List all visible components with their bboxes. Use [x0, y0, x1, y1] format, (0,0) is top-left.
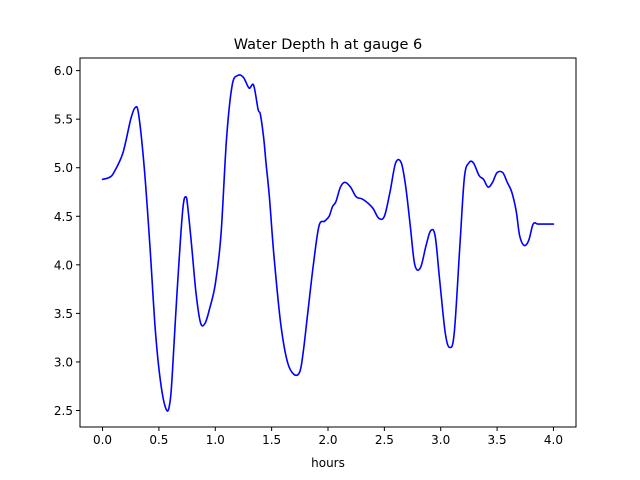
y-tick-label: 5.5	[54, 113, 73, 127]
x-tick-label: 1.5	[262, 433, 281, 447]
x-tick-label: 4.0	[544, 433, 563, 447]
y-tick-label: 3.0	[54, 355, 73, 369]
x-tick-label: 2.0	[318, 433, 337, 447]
y-tick-label: 2.5	[54, 404, 73, 418]
y-axis: 2.5 3.0 3.5 4.0 4.5 5.0 5.5 6.0	[54, 64, 80, 418]
x-tick-label: 1.0	[206, 433, 225, 447]
y-tick-label: 3.5	[54, 307, 73, 321]
plot-area	[101, 74, 555, 412]
y-tick-label: 4.5	[54, 210, 73, 224]
series-line	[101, 74, 555, 412]
x-tick-label: 0.5	[149, 433, 168, 447]
x-tick-label: 0.0	[93, 433, 112, 447]
x-tick-label: 3.5	[488, 433, 507, 447]
y-tick-label: 6.0	[54, 64, 73, 78]
chart-title: Water Depth h at gauge 6	[234, 37, 422, 53]
y-tick-label: 4.0	[54, 258, 73, 272]
x-tick-label: 2.5	[375, 433, 394, 447]
x-tick-label: 3.0	[431, 433, 450, 447]
y-tick-label: 5.0	[54, 161, 73, 175]
x-axis-label: hours	[311, 456, 345, 470]
x-axis: 0.0 0.5 1.0 1.5 2.0 2.5 3.0 3.5 4.0	[93, 427, 563, 447]
